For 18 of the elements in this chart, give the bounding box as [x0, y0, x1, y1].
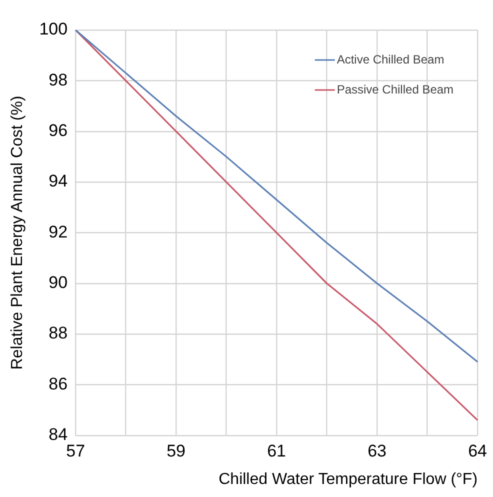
y-tick-label: 88 [48, 324, 68, 343]
x-tick-label: 63 [368, 441, 387, 460]
y-tick-label: 98 [48, 70, 68, 90]
x-tick-label: 61 [267, 441, 286, 460]
y-axis-title: Relative Plant Energy Annual Cost (%) [9, 96, 26, 370]
y-tick-label: 94 [48, 172, 68, 191]
y-tick-label: 90 [48, 273, 68, 292]
x-tick-label: 57 [66, 441, 86, 460]
y-tick-label: 92 [48, 222, 68, 242]
legend-label: Passive Chilled Beam [336, 82, 454, 96]
x-tick-label: 64 [468, 441, 488, 460]
y-tick-label: 100 [39, 20, 68, 39]
x-axis-title: Chilled Water Temperature Flow (°F) [218, 470, 478, 488]
x-tick-label: 59 [166, 441, 186, 460]
y-tick-label: 86 [48, 374, 68, 394]
y-tick-label: 84 [48, 425, 68, 444]
legend-label: Active Chilled Beam [336, 52, 444, 66]
y-tick-label: 96 [48, 121, 68, 140]
